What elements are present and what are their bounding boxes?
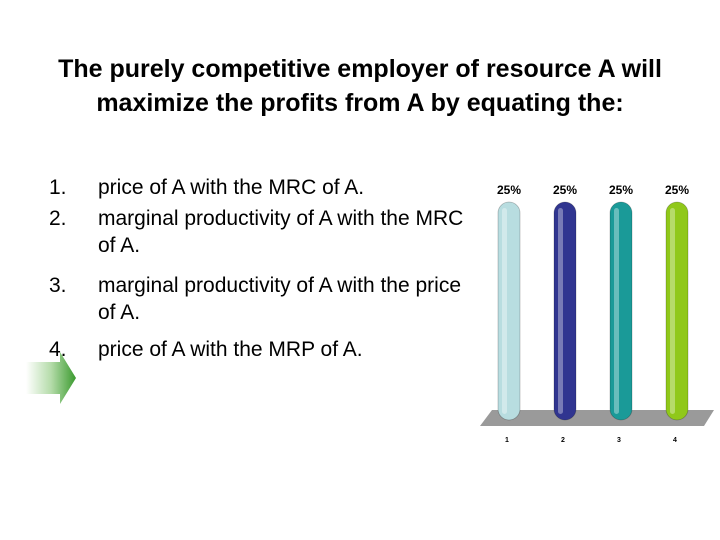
- bar-2: [553, 201, 577, 421]
- option-number: 4.: [49, 338, 67, 361]
- bar-highlight: [558, 208, 563, 414]
- data-label: 25%: [609, 183, 633, 197]
- slide-title: The purely competitive employer of resou…: [58, 55, 662, 117]
- option-number: 1.: [49, 176, 67, 199]
- data-label: 25%: [497, 183, 521, 197]
- data-label: 25%: [553, 183, 577, 197]
- option-number: 2.: [49, 207, 67, 230]
- x-tick-label: 1: [505, 437, 509, 444]
- vote-results-chart: 25% 25% 25% 25% 1 2 3 4: [480, 183, 714, 444]
- bar-highlight: [614, 208, 619, 414]
- bar-highlight: [670, 208, 675, 414]
- x-tick-label: 2: [561, 437, 565, 444]
- bar-4: [665, 201, 689, 421]
- option-text: price of A with the MRP of A.: [98, 338, 363, 361]
- x-tick-label: 3: [617, 437, 621, 444]
- data-label: 25%: [665, 183, 689, 197]
- option-text: marginal productivity of A with the MRC …: [98, 207, 464, 257]
- x-tick-label: 4: [673, 437, 677, 444]
- chart-floor: [480, 410, 714, 426]
- bar-1: [497, 201, 521, 421]
- bar-highlight: [502, 208, 507, 414]
- option-number: 3.: [49, 274, 67, 297]
- option-text: marginal productivity of A with the pric…: [98, 274, 462, 324]
- bar-3: [609, 201, 633, 421]
- option-text: price of A with the MRC of A.: [98, 176, 365, 199]
- arrow-right-icon: [26, 352, 76, 404]
